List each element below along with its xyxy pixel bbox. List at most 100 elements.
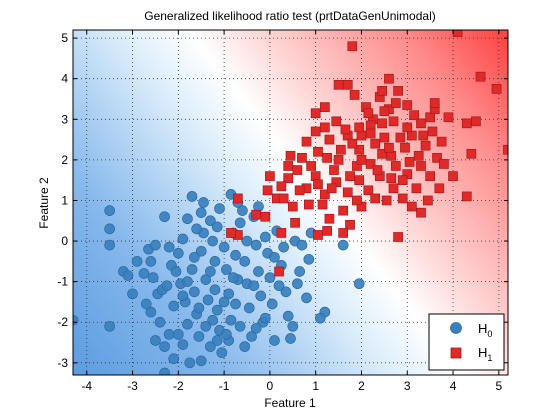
h0-point [225, 314, 237, 326]
h1-point [317, 199, 328, 210]
h0-point [104, 205, 115, 216]
h0-point [172, 247, 184, 259]
h1-point [347, 138, 358, 149]
h0-point [214, 203, 225, 214]
h0-point [188, 251, 200, 263]
h1-point [466, 148, 477, 159]
h0-point [234, 320, 246, 332]
h0-point [243, 302, 255, 314]
h1-point [420, 140, 431, 151]
h0-point [259, 312, 271, 324]
h0-point [104, 320, 115, 332]
h0-point [227, 272, 239, 283]
h1-point [386, 173, 397, 183]
h1-point [386, 150, 397, 161]
h0-point [186, 191, 198, 202]
h1-point [347, 41, 358, 52]
h0-point [168, 300, 180, 312]
h1-point [338, 228, 349, 238]
h1-point [338, 205, 349, 216]
h0-point [211, 304, 223, 316]
h1-point [395, 132, 406, 143]
legend-label-h0: H0 [478, 321, 492, 339]
h0-point [278, 241, 289, 253]
h0-point [161, 280, 173, 292]
h1-point [278, 193, 289, 204]
h1-point [397, 175, 408, 186]
h1-point [331, 116, 342, 127]
h0-point [145, 306, 157, 318]
h0-point [239, 256, 251, 267]
h1-point [345, 219, 355, 230]
h1-point [310, 126, 321, 137]
h1-point [425, 171, 436, 181]
h1-point [262, 185, 273, 196]
h1-point [342, 187, 353, 198]
h1-point [333, 155, 344, 165]
h1-point [356, 130, 367, 141]
y-tick-label: -2 [57, 315, 68, 329]
h1-point [461, 118, 472, 129]
h1-point [294, 185, 305, 196]
h0-point [200, 274, 212, 285]
h0-point [294, 266, 306, 277]
x-tick-label: 5 [495, 379, 502, 393]
h0-point [230, 298, 241, 310]
h1-point [402, 122, 413, 133]
y-tick-label: -3 [57, 356, 68, 370]
legend-marker-h1 [450, 347, 462, 359]
h1-point [354, 122, 365, 133]
h0-point [182, 276, 193, 287]
h1-point [363, 108, 374, 119]
h1-point [301, 136, 312, 147]
h1-point [390, 98, 401, 108]
y-tick-label: 4 [61, 72, 68, 86]
h1-point [265, 171, 275, 181]
h0-point [209, 256, 221, 267]
h1-point [276, 181, 287, 192]
h0-point [127, 288, 138, 300]
h1-point [274, 266, 284, 277]
h1-point [404, 157, 415, 167]
h1-point [345, 171, 355, 181]
h0-point [237, 205, 248, 216]
h1-point [379, 106, 390, 117]
h0-point [184, 357, 196, 369]
h0-point [255, 290, 267, 302]
h1-point [418, 130, 429, 141]
h0-point [266, 298, 278, 310]
h0-point [207, 235, 219, 247]
h0-point [147, 272, 159, 283]
h1-point [393, 86, 403, 96]
h0-point [104, 223, 115, 235]
y-tick-label: -1 [57, 275, 68, 289]
h0-point [177, 290, 189, 302]
h0-point [241, 235, 253, 247]
legend-box [428, 313, 505, 371]
h1-point [287, 201, 298, 212]
h1-point [297, 153, 307, 163]
h1-point [406, 130, 417, 141]
h1-point [303, 199, 314, 210]
h1-point [319, 122, 330, 133]
h1-point [310, 108, 321, 119]
h1-point [370, 193, 381, 204]
h1-point [354, 175, 365, 186]
h0-point [193, 302, 205, 314]
h0-point [223, 288, 235, 300]
h1-point [313, 230, 323, 240]
h1-point [388, 183, 399, 194]
h0-point [301, 292, 312, 304]
h1-point [471, 116, 481, 127]
h0-point [195, 245, 207, 257]
h0-point [246, 331, 257, 342]
h0-point [154, 316, 166, 328]
h1-point [379, 132, 390, 143]
h0-point [195, 207, 207, 218]
h1-point [340, 124, 351, 135]
h0-point [205, 215, 216, 227]
h0-point [150, 335, 161, 346]
h0-point [303, 253, 315, 265]
h0-point [337, 239, 349, 251]
h1-point [292, 165, 303, 175]
